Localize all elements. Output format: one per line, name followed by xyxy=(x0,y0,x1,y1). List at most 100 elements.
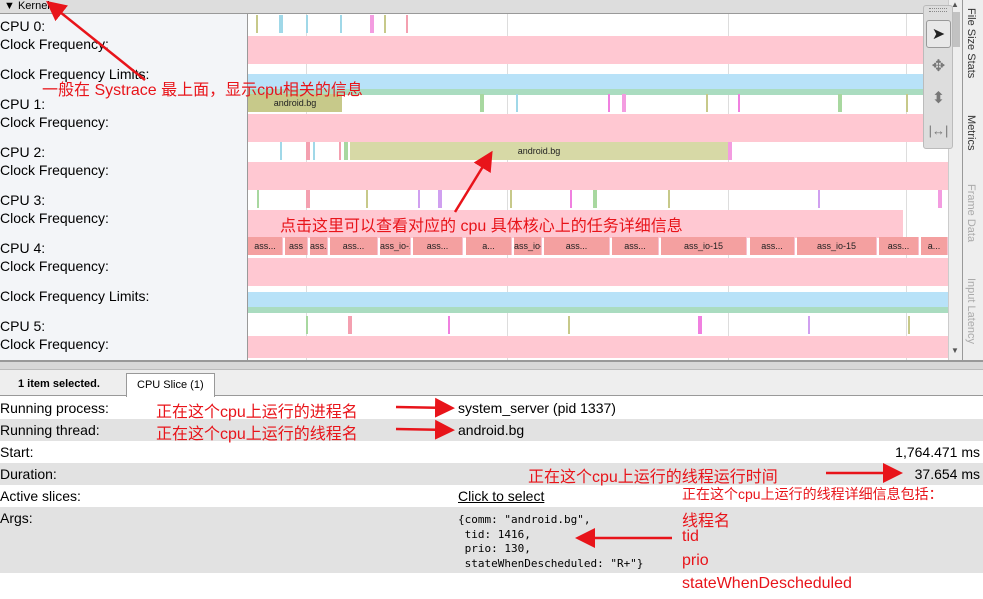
cpu-slice[interactable] xyxy=(370,15,374,33)
cpu1-slice-android-bg[interactable]: android.bg xyxy=(248,94,342,112)
cpu-slice[interactable] xyxy=(306,15,308,33)
cpu-slice[interactable] xyxy=(698,316,702,334)
clock-frequency-band[interactable] xyxy=(248,162,948,190)
cpu-slice[interactable] xyxy=(339,142,341,160)
track-labels: CPU 0: Clock Frequency: Clock Frequency Li… xyxy=(0,14,248,360)
cpu-slice[interactable] xyxy=(348,316,352,334)
annotation-state: stateWhenDescheduled xyxy=(682,575,852,592)
cpu-slice[interactable] xyxy=(608,94,610,112)
cpu-slice[interactable] xyxy=(480,94,484,112)
cpu4-slice[interactable]: ass... xyxy=(330,237,378,255)
cpu-slice[interactable] xyxy=(418,190,420,208)
track-label: Clock Frequency: xyxy=(0,210,109,226)
cpu4-slice[interactable]: ass... xyxy=(612,237,659,255)
cpu-slice[interactable] xyxy=(306,142,310,160)
start-value: 1,764.471 ms xyxy=(895,444,980,460)
cpu-slice[interactable] xyxy=(706,94,708,112)
pan-icon[interactable]: ✥ xyxy=(931,58,946,75)
cpu-slice[interactable] xyxy=(906,94,908,112)
analysis-tab-bar: 1 item selected. CPU Slice (1) xyxy=(0,370,983,397)
cpu-slice[interactable] xyxy=(384,15,386,33)
cpu4-slice[interactable]: ass_io-15 xyxy=(514,237,542,255)
cpu-slice[interactable] xyxy=(568,316,570,334)
cpu-slice[interactable] xyxy=(448,316,450,334)
cpu4-slice[interactable]: ass... xyxy=(750,237,795,255)
cpu4-slice[interactable]: ass_io-15 xyxy=(380,237,411,255)
track-label: CPU 5: xyxy=(0,318,46,334)
cpu-slice[interactable] xyxy=(668,190,670,208)
clock-frequency-band[interactable] xyxy=(248,36,948,64)
cpu4-slice[interactable]: ass... xyxy=(544,237,610,255)
cpu-slice[interactable] xyxy=(570,190,572,208)
cpu-slice[interactable] xyxy=(728,142,732,160)
cpu-slice[interactable] xyxy=(280,142,282,160)
scroll-up-icon[interactable]: ▲ xyxy=(951,0,959,9)
cpu-slice[interactable] xyxy=(622,94,626,112)
cpu4-slice[interactable]: ass... xyxy=(310,237,328,255)
cpu4-slice[interactable]: ass... xyxy=(248,237,283,255)
frequency-limit-min[interactable] xyxy=(248,307,948,313)
track-area[interactable]: android.bgandroid.bgass...assass...ass..… xyxy=(248,14,948,360)
annotation-details: 正在这个cpu上运行的线程详细信息包括： xyxy=(682,486,943,502)
row-key: Duration: xyxy=(0,466,57,482)
frequency-limit-max[interactable] xyxy=(248,74,948,89)
cpu-slice[interactable] xyxy=(256,15,258,33)
annotation-thread: 线程名 xyxy=(682,513,731,530)
duration-value: 37.654 ms xyxy=(914,466,980,482)
cpu-slice[interactable] xyxy=(366,190,368,208)
row-start: Start: 1,764.471 ms xyxy=(0,441,983,463)
cpu4-slice[interactable]: ass... xyxy=(879,237,919,255)
cpu-slice[interactable] xyxy=(257,190,259,208)
scroll-thumb[interactable] xyxy=(951,12,960,47)
panel-resize-divider[interactable] xyxy=(0,360,983,370)
collapse-triangle-icon[interactable]: ▼ xyxy=(4,0,18,12)
cpu4-slice[interactable]: ass_io-15 xyxy=(661,237,747,255)
cpu4-slice[interactable]: a... xyxy=(921,237,948,255)
cpu-slice[interactable] xyxy=(818,190,820,208)
cpu-slice[interactable] xyxy=(738,94,740,112)
frequency-limit-min[interactable] xyxy=(248,89,948,95)
cpu-slice[interactable] xyxy=(313,142,315,160)
frequency-limit-max[interactable] xyxy=(248,292,948,307)
cpu-slice[interactable] xyxy=(838,94,842,112)
cpu4-slice[interactable]: ass xyxy=(285,237,308,255)
drag-handle[interactable] xyxy=(929,8,947,12)
cpu-slice[interactable] xyxy=(510,190,512,208)
cpu2-slice-android-bg[interactable]: android.bg xyxy=(350,142,728,160)
tab-file-size-stats[interactable]: File Size Stats xyxy=(965,8,977,79)
cpu4-slice[interactable]: a... xyxy=(466,237,512,255)
row-running-process: Running process: system_server (pid 1337) xyxy=(0,397,983,419)
annotation-process-name: 正在这个cpu上运行的进程名 xyxy=(156,404,358,421)
cpu-slice[interactable] xyxy=(808,316,810,334)
zoom-icon[interactable]: ⬍ xyxy=(931,90,946,107)
tab-cpu-slice[interactable]: CPU Slice (1) xyxy=(126,373,215,397)
cpu-slice[interactable] xyxy=(406,15,408,33)
cpu4-slice[interactable]: ass... xyxy=(413,237,463,255)
clock-frequency-band[interactable] xyxy=(248,258,948,286)
timing-icon[interactable]: |↔| xyxy=(928,122,949,138)
scroll-down-icon[interactable]: ▼ xyxy=(951,346,959,355)
tab-metrics[interactable]: Metrics xyxy=(965,115,977,151)
tab-frame-data[interactable]: Frame Data xyxy=(965,184,977,243)
clock-frequency-band[interactable] xyxy=(248,336,948,358)
click-to-select-link[interactable]: Click to select xyxy=(458,488,545,504)
cpu-slice[interactable] xyxy=(438,190,442,208)
cpu-slice[interactable] xyxy=(938,190,942,208)
side-panel: File Size Stats Metrics Frame Data Input… xyxy=(962,0,983,360)
cpu-slice[interactable] xyxy=(279,15,283,33)
cpu-slice[interactable] xyxy=(593,190,597,208)
clock-frequency-band[interactable] xyxy=(248,210,903,238)
select-arrow-icon[interactable]: ➤ xyxy=(926,20,951,48)
row-key: Running process: xyxy=(0,400,109,416)
tab-input-latency[interactable]: Input Latency xyxy=(965,278,977,345)
cpu-slice[interactable] xyxy=(344,142,348,160)
kernel-group-header[interactable]: ▼ Kernel xyxy=(0,0,948,14)
cpu-slice[interactable] xyxy=(306,316,308,334)
cpu4-slice[interactable]: ass_io-15 xyxy=(797,237,877,255)
cpu-slice[interactable] xyxy=(306,190,310,208)
track-label: Clock Frequency Limits: xyxy=(0,288,150,304)
clock-frequency-band[interactable] xyxy=(248,114,948,142)
cpu-slice[interactable] xyxy=(340,15,342,33)
cpu-slice[interactable] xyxy=(908,316,910,334)
cpu-slice[interactable] xyxy=(516,94,518,112)
